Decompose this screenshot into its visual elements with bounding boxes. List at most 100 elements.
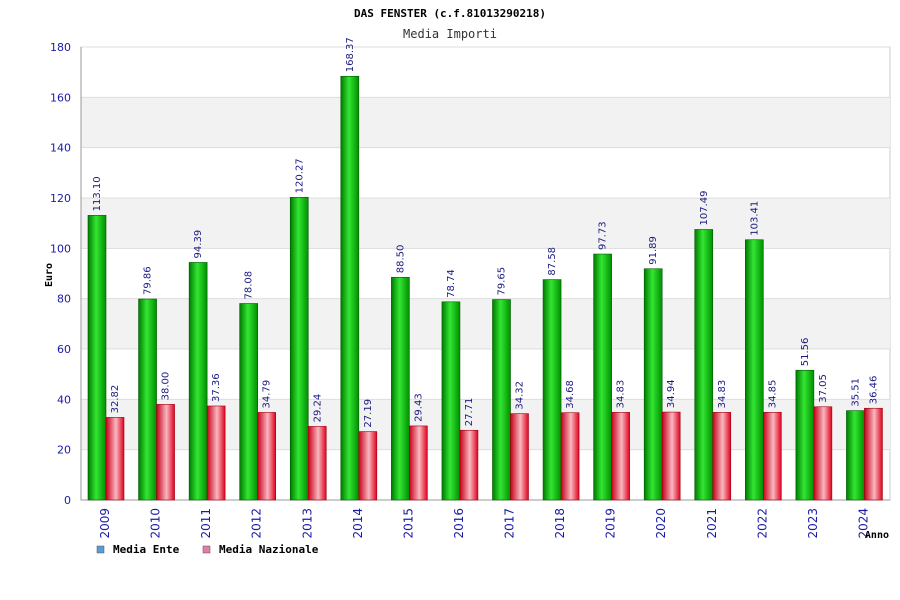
value-label: 103.41	[749, 201, 760, 236]
value-label: 79.65	[497, 267, 508, 296]
bar-media-ente-2012	[239, 303, 258, 501]
x-tick-label: 2016	[452, 508, 466, 539]
value-label: 51.56	[800, 338, 811, 367]
bar-media-ente-2017	[492, 299, 511, 501]
y-tick-label: 100	[50, 242, 71, 255]
legend-swatch-media-nazionale	[202, 545, 211, 554]
bar-media-ente-2015	[391, 276, 410, 501]
bar-media-nazionale-2012	[257, 412, 276, 501]
bar-media-nazionale-2022	[763, 411, 782, 501]
bars	[87, 75, 883, 501]
x-tick-label: 2013	[300, 508, 314, 539]
bar-media-ente-2022	[745, 239, 764, 501]
x-tick-label: 2017	[503, 508, 517, 539]
bar-media-nazionale-2016	[459, 429, 479, 501]
x-tick-labels: 2009 2010 2011 2012 2013 2014 2015 2016 2017 2018…	[98, 508, 870, 539]
value-label: 37.36	[211, 373, 222, 402]
bar-media-nazionale-2020	[661, 411, 681, 501]
value-label: 34.68	[565, 380, 576, 409]
bar-media-ente-2020	[643, 268, 663, 501]
bar-media-nazionale-2015	[409, 425, 428, 501]
bar-media-nazionale-2017	[510, 413, 529, 501]
x-tick-label: 2022	[755, 508, 769, 539]
value-label: 168.37	[345, 37, 356, 72]
x-tick-label: 2021	[705, 508, 719, 539]
bar-media-nazionale-2021	[712, 412, 732, 501]
value-label: 38.00	[161, 372, 172, 401]
value-label: 120.27	[294, 158, 305, 193]
bar-media-nazionale-2013	[307, 426, 327, 501]
bar-media-nazionale-2024	[864, 407, 883, 501]
value-label: 88.50	[395, 245, 406, 274]
bar-media-ente-2016	[441, 301, 461, 501]
legend-swatch-media-ente	[96, 545, 105, 554]
bar-media-ente-2023	[795, 369, 815, 501]
value-label: 37.05	[818, 374, 829, 403]
x-tick-label: 2009	[98, 508, 112, 539]
x-tick-label: 2024	[856, 508, 870, 539]
value-label: 79.86	[143, 266, 154, 295]
x-tick-label: 2012	[250, 508, 264, 539]
legend: Media Ente Media Nazionale	[96, 543, 319, 556]
value-label: 34.32	[515, 381, 526, 410]
value-label: 34.94	[666, 379, 677, 408]
y-tick-label: 120	[50, 192, 71, 205]
value-label: 78.74	[446, 269, 457, 298]
bar-media-ente-2011	[188, 262, 208, 501]
x-tick-label: 2010	[149, 508, 163, 539]
value-label: 34.79	[262, 380, 273, 409]
bar-media-ente-2009	[87, 215, 107, 501]
x-tick-label: 2018	[553, 508, 567, 539]
value-label: 78.08	[244, 271, 255, 300]
y-tick-labels: 0 20 40 60 80 100 120 140 160 180	[50, 41, 71, 507]
y-tick-label: 60	[57, 343, 71, 356]
x-axis-label: Anno	[865, 530, 889, 541]
bar-media-nazionale-2014	[358, 431, 378, 501]
chart-title: DAS FENSTER (c.f.81013290218)	[354, 7, 546, 20]
bar-media-nazionale-2023	[813, 406, 833, 501]
bar-media-nazionale-2019	[611, 412, 630, 501]
x-tick-label: 2019	[604, 508, 618, 539]
x-tick-label: 2020	[654, 508, 668, 539]
y-tick-label: 0	[64, 494, 71, 507]
value-label: 34.83	[717, 380, 728, 409]
value-label: 113.10	[92, 176, 103, 211]
y-tick-label: 160	[50, 91, 71, 104]
value-label: 27.71	[464, 398, 475, 427]
value-label: 29.43	[413, 393, 424, 422]
bar-media-nazionale-2010	[156, 404, 175, 501]
value-label: 36.46	[868, 376, 879, 405]
bar-media-ente-2021	[694, 229, 714, 501]
value-label: 29.24	[312, 394, 323, 423]
legend-label-media-ente: Media Ente	[113, 543, 180, 556]
value-labels: 113.10 32.82 79.86 38.00 94.39 37.36 78.08 34.7…	[92, 37, 879, 427]
y-tick-label: 180	[50, 41, 71, 54]
y-tick-label: 20	[57, 444, 71, 457]
y-tick-label: 40	[57, 393, 71, 406]
value-label: 34.85	[767, 380, 778, 409]
bar-media-nazionale-2018	[560, 412, 580, 501]
bar-media-ente-2018	[542, 279, 562, 501]
bar-media-nazionale-2011	[206, 405, 226, 501]
bar-media-ente-2010	[138, 298, 157, 501]
x-tick-label: 2023	[806, 508, 820, 539]
value-label: 97.73	[598, 221, 609, 250]
value-label: 91.89	[648, 236, 659, 265]
legend-label-media-nazionale: Media Nazionale	[219, 543, 319, 556]
value-label: 27.19	[363, 399, 374, 428]
value-label: 35.51	[850, 378, 861, 407]
bar-media-ente-2019	[593, 253, 612, 501]
bar-media-nazionale-2009	[105, 417, 125, 501]
y-tick-label: 80	[57, 293, 71, 306]
bar-media-ente-2014	[340, 75, 360, 501]
x-tick-label: 2014	[351, 508, 365, 539]
value-label: 32.82	[110, 385, 121, 414]
bar-media-ente-2024	[846, 410, 865, 501]
value-label: 34.83	[616, 380, 627, 409]
grid-band	[81, 97, 890, 148]
chart-subtitle: Media Importi	[403, 27, 497, 41]
y-axis-label: Euro	[44, 263, 55, 287]
value-label: 94.39	[193, 230, 204, 259]
value-label: 107.49	[699, 190, 710, 225]
